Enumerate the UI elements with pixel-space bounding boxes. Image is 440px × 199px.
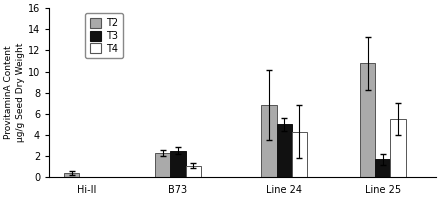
Bar [261, 105, 277, 177]
Bar [170, 151, 186, 177]
Bar [292, 132, 307, 177]
Legend: T2, T3, T4: T2, T3, T4 [85, 13, 123, 58]
Bar [360, 63, 375, 177]
Bar [186, 166, 201, 177]
Bar [277, 124, 292, 177]
Bar [64, 173, 80, 177]
Bar [390, 119, 406, 177]
Bar [155, 153, 170, 177]
Bar [375, 159, 390, 177]
Y-axis label: ProvitaminA Content
μg/g Seed Dry Weight: ProvitaminA Content μg/g Seed Dry Weight [4, 43, 25, 142]
